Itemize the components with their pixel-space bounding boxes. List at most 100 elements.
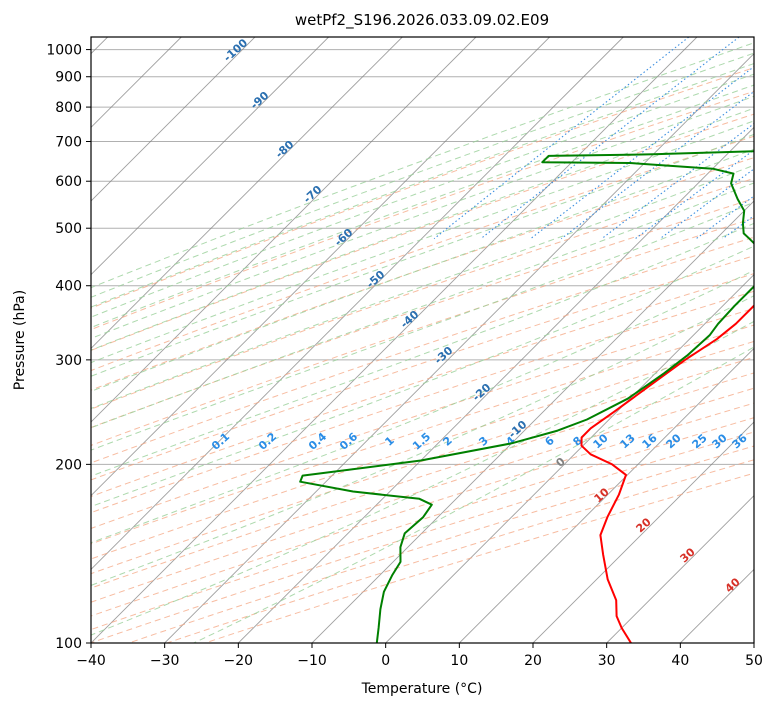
mixing-ratio-label: 20 [664,431,684,451]
x-tick-label: 40 [671,653,689,669]
y-tick-label: 1000 [46,43,82,59]
mixing-ratio-label: 0.1 [209,430,232,453]
moist-adiabat-line [193,346,754,643]
moist-adiabat-line [91,182,754,429]
moist-adiabat-line [91,133,754,377]
dry-adiabat-line [91,236,754,464]
moist-adiabat-line [91,95,754,339]
plot-area: -100-90-80-70-60-50-40-30-20-100.1 0.2 0.4… [91,35,775,643]
moist-adiabat-line [91,320,754,636]
mixing-ratio-line [601,122,754,240]
isotherm-line [311,200,754,643]
dry-adiabat-line [91,217,754,446]
mixing-ratio-line [530,65,754,240]
isotherm-label: -100 [221,36,250,64]
moist-adiabat-line [91,164,754,410]
moist-adiabat-line [91,222,754,477]
moist-adiabats [91,42,754,643]
isotherm-line [385,274,754,643]
y-tick-label: 700 [55,134,82,150]
dry-adiabat-line [91,402,754,617]
dry-adiabat-line [91,431,754,643]
y-tick-label: 400 [55,279,82,295]
moist-adiabat-line [91,52,754,298]
isotherm-label: -20 [470,381,494,404]
dry-adiabat-line [165,459,754,643]
mixing-ratio-line [659,168,754,240]
mixing-ratio-label: 25 [690,431,710,451]
isotherm-line [91,37,256,202]
dry-adiabat-line [91,177,754,410]
moist-adiabat-line [91,107,754,351]
x-tick-label: 20 [524,653,542,669]
x-axis-label: Temperature (°C) [361,681,483,697]
mixing-ratio-line [433,37,690,240]
isotherm-line [532,421,754,643]
mixing-ratio-label: 0.4 [306,430,329,453]
isotherm-line [91,37,403,349]
dry-adiabat-line [91,255,754,481]
moist-adiabat-line [91,63,754,308]
x-tick-label: 30 [598,653,616,669]
dry-adiabat-line [91,417,754,631]
dry-adiabat-line [91,273,754,498]
y-tick-label: 900 [55,70,82,86]
x-tick-label: 0 [381,653,390,669]
mixing-ratio-label: 13 [618,431,638,451]
mixing-ratio-label: 16 [640,431,660,451]
dry-adiabat-line [91,198,754,429]
dry-adiabat-line [91,387,754,603]
dry-adiabat-line [91,324,754,545]
dry-adiabat-line [91,90,754,331]
x-tick-label: −30 [150,653,180,669]
mixing-ratio-line [761,35,775,239]
x-tick-label: −10 [297,653,327,669]
dry-adiabat-line [91,372,754,589]
mixing-ratio-label: 30 [710,431,730,451]
mixing-ratio-line [695,195,754,240]
mixing-ratio-label: 1 [382,434,396,449]
x-axis-ticks: −40 −30 −20 −10 0 10 20 30 40 50 [76,643,763,669]
chart-title: wetPf2_S196.2026.033.09.02.E09 [295,11,549,30]
dry-adiabat-line [91,157,754,391]
isotherm-line [606,495,754,643]
x-tick-label: 10 [450,653,468,669]
mixing-ratio-label: 0.2 [256,430,279,453]
moist-adiabat-line [91,120,754,364]
mixing-ratio-label: 6 [542,434,557,449]
isotherm-label: -50 [364,268,388,291]
moist-adiabat-line [91,42,754,289]
x-tick-label: −40 [76,653,106,669]
dry-adiabat-line [91,340,754,560]
isotherm-line [91,37,329,276]
dry-adiabat-line [91,356,754,575]
mixing-ratio-label: 3 [476,434,490,449]
isotherm-line [91,37,477,423]
isotherm-label: -70 [301,183,325,206]
moist-adiabat-line [91,201,754,451]
y-tick-label: 300 [55,353,82,369]
y-tick-label: 200 [55,457,82,473]
y-tick-label: 800 [55,100,82,116]
isotherm-line [91,37,624,570]
x-tick-label: −20 [224,653,254,669]
y-tick-label: 500 [55,221,82,237]
isotherm-line [91,37,550,497]
isotherm-label: -90 [248,89,272,112]
mixing-ratio-label: 10 [591,431,611,451]
mixing-ratio-lines [433,35,775,240]
plot-frame [90,36,755,644]
moist-adiabat-label: 30 [678,545,698,565]
isotherm-line [459,347,754,643]
x-tick-label: 50 [745,653,763,669]
isotherm-label: -60 [332,226,356,249]
dry-adiabats [91,67,754,643]
dewpoint-profile [299,150,754,643]
y-tick-label: 100 [55,636,82,652]
sounding-profiles [299,150,754,643]
isotherm-label: -40 [398,308,422,331]
moist-adiabat-label: 20 [634,515,654,535]
dry-adiabat-line [91,307,754,529]
isotherm-line [164,53,754,643]
